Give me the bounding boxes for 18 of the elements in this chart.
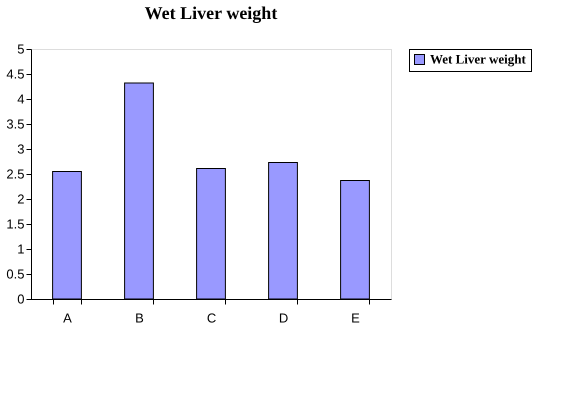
y-tick-label: 3 bbox=[17, 142, 24, 156]
y-tick-label: 1 bbox=[17, 242, 24, 256]
y-tick-label: 5 bbox=[17, 42, 24, 56]
y-tick-label: 2.5 bbox=[6, 166, 24, 182]
y-tick-label: 2 bbox=[17, 192, 24, 206]
y-tick-label: 4.5 bbox=[6, 66, 24, 82]
y-tick-label: 1.5 bbox=[6, 216, 24, 232]
x-tick-label: C bbox=[206, 310, 216, 326]
chart-title: Wet Liver weight bbox=[144, 3, 278, 23]
y-tick-label: 3.5 bbox=[6, 116, 24, 132]
y-tick-label: 0 bbox=[17, 292, 24, 306]
legend-label: Wet Liver weight bbox=[430, 52, 526, 66]
x-tick-label: B bbox=[135, 310, 144, 326]
x-tick-label: E bbox=[351, 310, 360, 326]
y-tick-label: 0.5 bbox=[6, 266, 24, 282]
x-tick-label: D bbox=[278, 310, 288, 326]
y-tick-label: 4 bbox=[17, 92, 24, 106]
x-tick-label: A bbox=[63, 310, 72, 326]
